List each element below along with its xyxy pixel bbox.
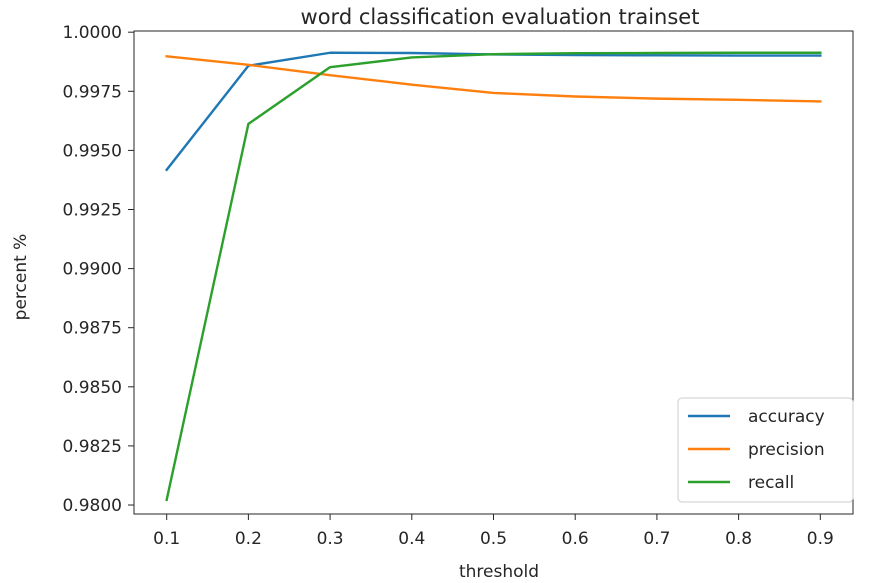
x-tick-label: 0.2 [235,529,262,549]
x-axis-label: threshold [459,562,539,582]
legend-box [677,397,854,503]
x-tick-label: 0.4 [398,529,425,549]
y-tick-label: 1.0000 [63,23,122,43]
x-axis: 0.1 0.2 0.3 0.4 0.5 0.6 0.7 0.8 0.9 [153,514,834,549]
x-tick-label: 0.1 [153,529,180,549]
series-line-precision [165,54,822,103]
x-tick-label: 0.3 [317,529,344,549]
x-tick-label: 0.5 [480,529,507,549]
y-axis: 0.9800 0.9825 0.9850 0.9875 0.9900 0.9925 0.99… [63,23,134,516]
series-lines [164,51,822,502]
x-tick-label: 0.7 [643,529,670,549]
legend: accuracy precision recall [677,397,854,503]
x-tick-label: 0.6 [562,529,589,549]
chart-title: word classification evaluation trainset [301,5,700,29]
y-axis-label: percent % [11,234,31,321]
legend-label-precision: precision [748,440,825,460]
x-tick-label: 0.9 [807,529,834,549]
y-tick-label: 0.9925 [63,200,122,220]
y-tick-label: 0.9950 [63,141,122,161]
y-tick-label: 0.9850 [63,378,122,398]
y-tick-label: 0.9875 [63,319,122,339]
legend-label-accuracy: accuracy [748,407,825,427]
series-line-recall [165,51,822,502]
y-tick-label: 0.9900 [63,260,122,280]
legend-items: accuracy precision recall [688,407,825,493]
y-tick-label: 0.9975 [63,82,122,102]
y-tick-label: 0.9800 [63,496,122,516]
legend-label-recall: recall [748,473,794,493]
y-tick-label: 0.9825 [63,437,122,457]
x-tick-label: 0.8 [725,529,752,549]
